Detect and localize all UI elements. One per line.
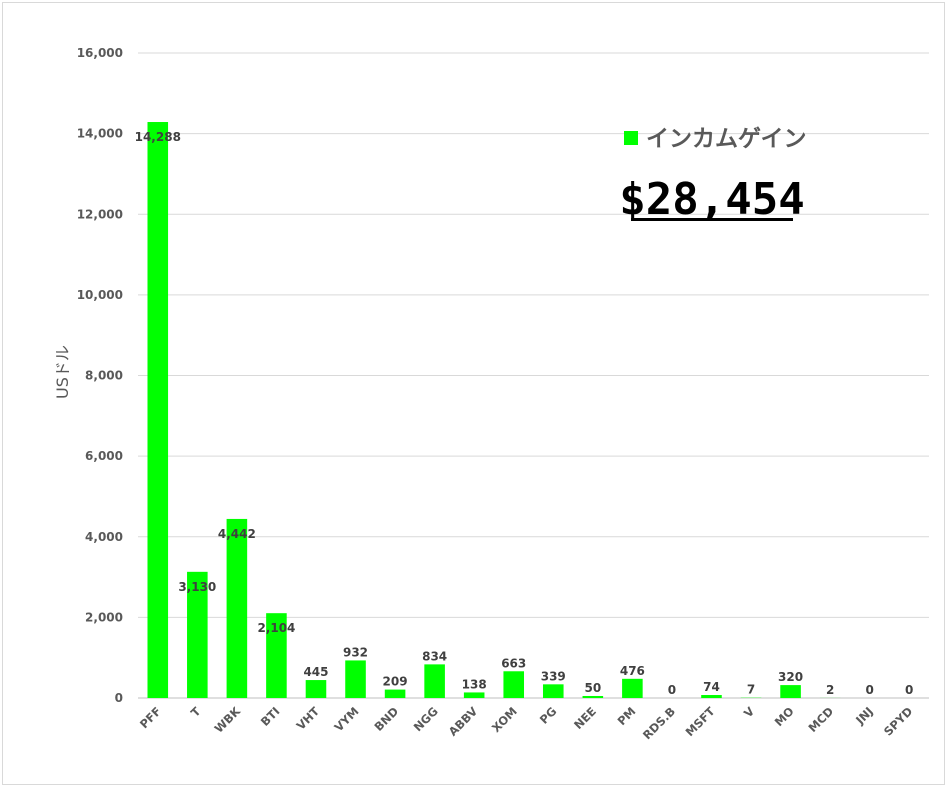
data-label: 445 <box>303 665 328 679</box>
data-label: 74 <box>703 680 720 694</box>
x-category-label: VHT <box>294 704 323 733</box>
data-label: 7 <box>747 683 755 697</box>
y-tick-label: 6,000 <box>85 449 123 463</box>
bar-mo <box>780 685 801 698</box>
data-label: 2,104 <box>257 621 295 635</box>
x-category-label: NEE <box>571 704 599 732</box>
y-tick-label: 16,000 <box>77 46 123 60</box>
bar-bti <box>266 613 287 698</box>
x-category-label: MSFT <box>683 704 718 739</box>
y-axis-label: USドル <box>53 345 72 399</box>
data-label: 476 <box>620 664 645 678</box>
x-category-label: T <box>188 704 204 720</box>
data-label: 209 <box>383 675 408 689</box>
data-label: 932 <box>343 645 368 659</box>
x-category-label: ABBV <box>446 704 481 739</box>
bar-wbk <box>226 518 248 698</box>
bar-vht <box>305 680 327 698</box>
legend-label: インカムゲイン <box>646 126 807 152</box>
bar-pm <box>622 678 643 698</box>
x-category-label: MCD <box>806 704 837 735</box>
legend-background-line <box>537 130 889 131</box>
legend-swatch <box>624 131 638 145</box>
x-category-label: SPYD <box>881 704 915 738</box>
x-category-label: BTI <box>258 704 283 729</box>
bar-xom <box>503 671 525 698</box>
bars <box>147 122 841 698</box>
x-category-label: MO <box>772 704 797 729</box>
bar-bnd <box>384 689 406 698</box>
x-category-label: PFF <box>137 704 164 731</box>
x-category-label: V <box>741 704 757 720</box>
x-category-label: RDS.B <box>640 704 678 742</box>
bar-pff <box>147 122 169 698</box>
y-tick-label: 8,000 <box>85 369 123 383</box>
data-label: 138 <box>462 677 487 691</box>
gridlines <box>138 52 929 699</box>
data-label: 834 <box>422 649 447 663</box>
y-tick-label: 4,000 <box>85 530 123 544</box>
x-category-label: WBK <box>212 703 244 735</box>
data-label: 663 <box>501 656 526 670</box>
bar-t <box>187 571 208 698</box>
y-axis-ticks: 0 2,000 4,000 6,000 8,000 10,000 12,000 14,000 1… <box>77 46 123 705</box>
bar-nee <box>582 695 604 698</box>
bar-ngg <box>424 664 445 698</box>
y-tick-label: 0 <box>115 691 123 705</box>
data-label: 320 <box>778 670 803 684</box>
y-tick-label: 12,000 <box>77 207 123 221</box>
total-underline <box>631 218 793 221</box>
data-label: 3,130 <box>178 580 216 594</box>
bar-vym <box>345 660 366 698</box>
x-category-label: BND <box>372 704 402 734</box>
x-category-label: XOM <box>489 704 520 735</box>
y-tick-label: 2,000 <box>85 610 123 624</box>
data-label: 0 <box>905 683 913 697</box>
x-category-label: JNJ <box>852 704 875 727</box>
data-label: 0 <box>865 683 873 697</box>
x-axis-categories: PFF T WBK BTI VHT VYM BND NGG ABBV XOM PG NEE PM RDS.… <box>137 703 915 742</box>
data-label: 0 <box>668 683 676 697</box>
x-category-label: VYM <box>331 704 361 734</box>
bar-abbv <box>463 692 485 698</box>
data-label: 14,288 <box>135 130 181 144</box>
data-label: 50 <box>584 681 601 695</box>
y-tick-label: 14,000 <box>77 127 123 141</box>
x-category-label: NGG <box>411 704 441 734</box>
total-amount: $28,454 <box>619 174 804 225</box>
data-label: 2 <box>826 683 834 697</box>
x-category-label: PM <box>615 704 639 728</box>
bar-msft <box>701 695 722 698</box>
data-label: 4,442 <box>218 527 256 541</box>
data-label: 339 <box>541 669 566 683</box>
bar-pg <box>542 684 564 698</box>
y-tick-label: 10,000 <box>77 288 123 302</box>
x-category-label: PG <box>537 704 560 727</box>
data-labels: 14,288 3,130 4,442 2,104 445 932 209 834 138 663 3… <box>135 130 914 697</box>
